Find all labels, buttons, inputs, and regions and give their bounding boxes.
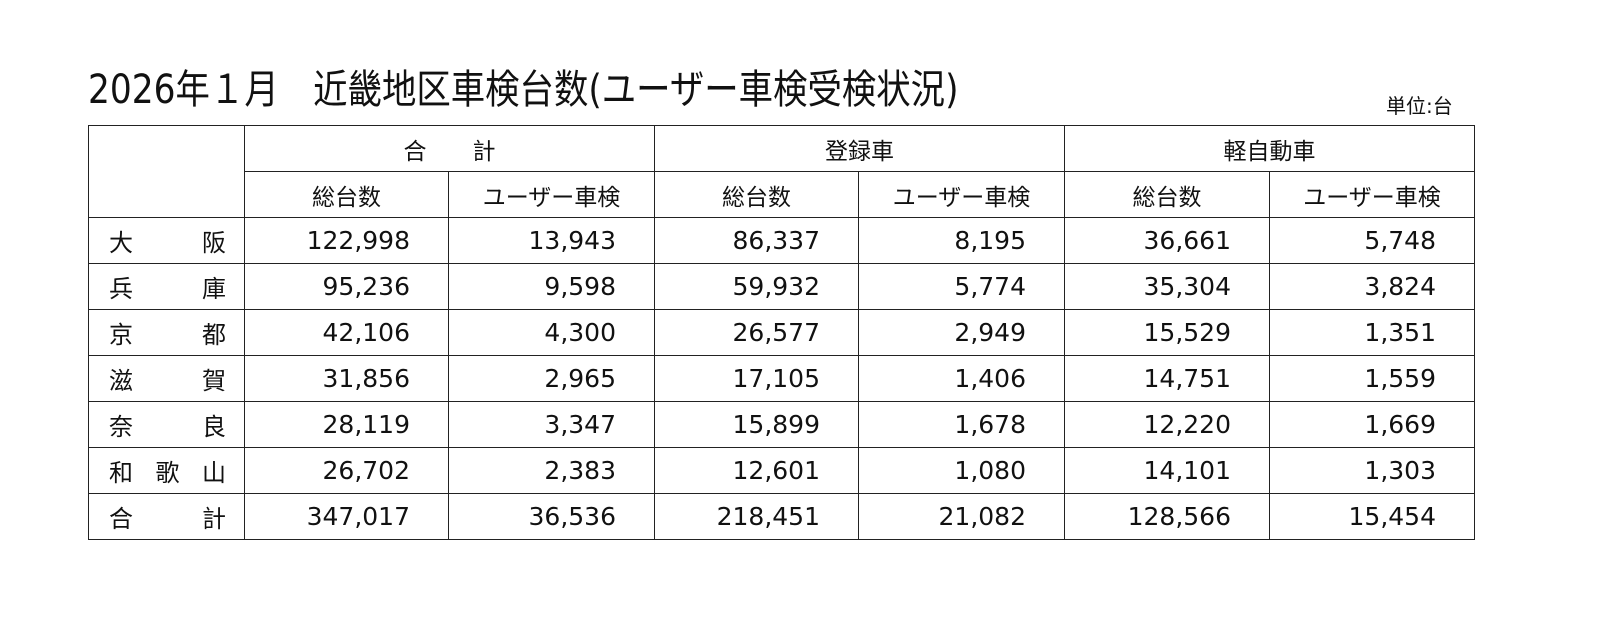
row-label-char: 和	[109, 459, 133, 487]
value-cell: 15,529	[1064, 309, 1270, 356]
row-label: 合計	[88, 493, 245, 540]
subheader-total-count: 総台数	[654, 171, 859, 218]
value-cell: 1,559	[1269, 355, 1475, 402]
value-cell: 95,236	[244, 263, 449, 310]
table-row: 滋賀 31,856 2,965 17,105 1,406 14,751 1,559	[88, 355, 1475, 402]
row-label: 京都	[88, 309, 245, 356]
row-label: 大阪	[88, 217, 245, 264]
value-cell: 35,304	[1064, 263, 1270, 310]
value-cell: 36,536	[448, 493, 655, 540]
subheader-user-inspection: ユーザー車検	[1269, 171, 1475, 218]
value-cell: 1,351	[1269, 309, 1475, 356]
value-cell: 1,678	[858, 401, 1065, 448]
table-row: 合計 347,017 36,536 218,451 21,082 128,566 15,45…	[88, 493, 1475, 540]
row-label-char: 賀	[202, 367, 226, 395]
row-label-char: 山	[202, 459, 226, 487]
value-cell: 26,702	[244, 447, 449, 494]
group-header-kei: 軽自動車	[1064, 125, 1475, 172]
row-label-char: 計	[202, 505, 226, 533]
value-cell: 2,949	[858, 309, 1065, 356]
row-label-char: 都	[202, 321, 226, 349]
subheader-user-inspection: ユーザー車検	[448, 171, 655, 218]
row-label-char: 庫	[202, 275, 226, 303]
row-label: 滋賀	[88, 355, 245, 402]
value-cell: 347,017	[244, 493, 449, 540]
value-cell: 122,998	[244, 217, 449, 264]
value-cell: 3,347	[448, 401, 655, 448]
table-row: 奈良 28,119 3,347 15,899 1,678 12,220 1,669	[88, 401, 1475, 448]
value-cell: 12,220	[1064, 401, 1270, 448]
table-row: 大阪 122,998 13,943 86,337 8,195 36,661 5,748	[88, 217, 1475, 264]
value-cell: 2,965	[448, 355, 655, 402]
value-cell: 21,082	[858, 493, 1065, 540]
row-label-char: 奈	[109, 413, 133, 441]
group-header-registered: 登録車	[654, 125, 1065, 172]
corner-cell	[88, 125, 245, 218]
value-cell: 5,774	[858, 263, 1065, 310]
value-cell: 14,101	[1064, 447, 1270, 494]
value-cell: 26,577	[654, 309, 859, 356]
value-cell: 15,899	[654, 401, 859, 448]
value-cell: 128,566	[1064, 493, 1270, 540]
value-cell: 17,105	[654, 355, 859, 402]
value-cell: 218,451	[654, 493, 859, 540]
value-cell: 5,748	[1269, 217, 1475, 264]
value-cell: 3,824	[1269, 263, 1475, 310]
value-cell: 14,751	[1064, 355, 1270, 402]
table-row: 京都 42,106 4,300 26,577 2,949 15,529 1,351	[88, 309, 1475, 356]
value-cell: 12,601	[654, 447, 859, 494]
value-cell: 1,406	[858, 355, 1065, 402]
value-cell: 15,454	[1269, 493, 1475, 540]
value-cell: 36,661	[1064, 217, 1270, 264]
value-cell: 42,106	[244, 309, 449, 356]
row-label-char: 滋	[109, 367, 133, 395]
value-cell: 1,303	[1269, 447, 1475, 494]
row-label: 和歌山	[88, 447, 245, 494]
value-cell: 1,080	[858, 447, 1065, 494]
value-cell: 28,119	[244, 401, 449, 448]
value-cell: 59,932	[654, 263, 859, 310]
subheader-total-count: 総台数	[1064, 171, 1270, 218]
row-label: 兵庫	[88, 263, 245, 310]
group-header-total: 合 計	[244, 125, 655, 172]
row-label: 奈良	[88, 401, 245, 448]
table-row: 和歌山 26,702 2,383 12,601 1,080 14,101 1,303	[88, 447, 1475, 494]
row-label-char: 大	[109, 229, 133, 257]
value-cell: 86,337	[654, 217, 859, 264]
row-label-char: 合	[109, 505, 133, 533]
row-label-char: 良	[202, 413, 226, 441]
value-cell: 8,195	[858, 217, 1065, 264]
subheader-total-count: 総台数	[244, 171, 449, 218]
value-cell: 4,300	[448, 309, 655, 356]
row-label-char: 歌	[155, 459, 180, 487]
row-label-char: 阪	[202, 229, 226, 257]
unit-label: 単位:台	[1386, 94, 1453, 118]
value-cell: 13,943	[448, 217, 655, 264]
value-cell: 1,669	[1269, 401, 1475, 448]
subheader-user-inspection: ユーザー車検	[858, 171, 1065, 218]
value-cell: 9,598	[448, 263, 655, 310]
row-label-char: 京	[109, 321, 133, 349]
value-cell: 2,383	[448, 447, 655, 494]
value-cell: 31,856	[244, 355, 449, 402]
table-row: 兵庫 95,236 9,598 59,932 5,774 35,304 3,824	[88, 263, 1475, 310]
inspection-table: 合 計 登録車 軽自動車 総台数 ユーザー車検 総台数 ユーザー車検 総台数 ユ…	[88, 125, 1475, 540]
row-label-char: 兵	[109, 275, 133, 303]
page-title: 2026年１月 近畿地区車検台数(ユーザー車検受検状況)	[88, 67, 959, 113]
